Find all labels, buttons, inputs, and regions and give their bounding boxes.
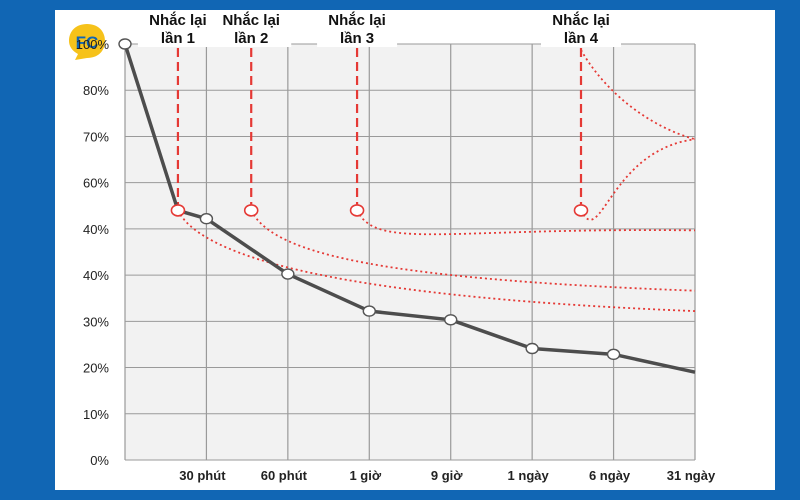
review-curve bbox=[250, 209, 696, 292]
review-point bbox=[243, 204, 259, 217]
y-tick-label: 60% bbox=[83, 176, 109, 191]
review-label-line2: lần 3 bbox=[340, 30, 374, 47]
y-tick-label: 20% bbox=[83, 361, 109, 376]
review-point bbox=[573, 204, 589, 217]
review-curve bbox=[580, 138, 696, 221]
retention-chart: 0% 10% 20% 30% 40% 40% 60% 70% 80% 100% 30 phút 60 … bbox=[76, 11, 716, 483]
y-tick-label: 10% bbox=[83, 407, 109, 422]
y-tick-label: 100% bbox=[76, 37, 110, 52]
y-tick-label: 30% bbox=[83, 314, 109, 329]
annotation-background bbox=[137, 11, 218, 47]
x-tick-label: 31 ngày bbox=[667, 468, 716, 483]
y-tick-label: 40% bbox=[83, 222, 109, 237]
data-point bbox=[525, 342, 539, 355]
x-tick-label: 6 ngày bbox=[589, 468, 631, 483]
review-label-line2: lần 4 bbox=[564, 30, 599, 47]
data-point bbox=[199, 213, 214, 225]
data-point bbox=[444, 314, 458, 326]
review-point bbox=[170, 204, 186, 217]
review-curve bbox=[177, 209, 696, 312]
review-label-line1: Nhắc lại bbox=[552, 11, 610, 29]
data-point bbox=[281, 268, 295, 280]
chart-card: FC 0% 10% 20% 30% 40% 40% 60% 70% 80% 100% 30 phút… bbox=[55, 10, 775, 490]
y-tick-label: 80% bbox=[83, 83, 109, 98]
review-curve bbox=[356, 209, 696, 236]
annotation-background bbox=[317, 11, 398, 47]
x-tick-label: 60 phút bbox=[261, 468, 308, 483]
x-tick-label: 9 giờ bbox=[431, 468, 463, 483]
review-label-line1: Nhắc lại bbox=[222, 11, 280, 29]
data-point bbox=[606, 348, 621, 361]
x-tick-label: 1 ngày bbox=[508, 468, 550, 483]
y-tick-label: 70% bbox=[83, 129, 109, 144]
fc-logo-icon: FC bbox=[69, 24, 105, 60]
review-label-line2: lần 2 bbox=[234, 30, 268, 47]
y-tick-label: 40% bbox=[83, 268, 109, 283]
review-label-line1: Nhắc lại bbox=[328, 11, 386, 29]
plot-background bbox=[125, 44, 695, 460]
x-tick-label: 1 giờ bbox=[349, 468, 381, 483]
data-point bbox=[362, 305, 376, 317]
annotation-background bbox=[211, 11, 292, 47]
data-point bbox=[118, 38, 132, 50]
annotation-background bbox=[541, 11, 621, 47]
review-label-line2: lần 1 bbox=[161, 30, 195, 47]
review-curve-upper bbox=[580, 49, 696, 141]
logo-text: FC bbox=[76, 33, 99, 52]
x-tick-label: 30 phút bbox=[179, 468, 226, 483]
review-label-line1: Nhắc lại bbox=[149, 11, 207, 29]
y-tick-label: 0% bbox=[90, 453, 109, 468]
review-point bbox=[349, 204, 365, 217]
